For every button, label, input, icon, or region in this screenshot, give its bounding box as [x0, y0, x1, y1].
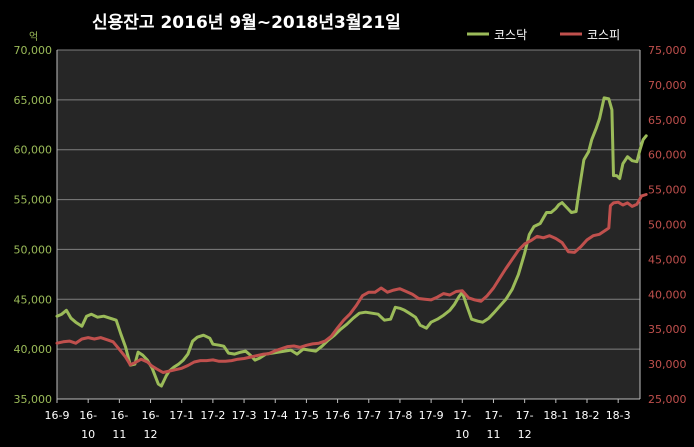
- x-tick-label: 17-4: [263, 409, 288, 422]
- x-tick-label-line2: 11: [486, 428, 500, 441]
- x-tick-label-line2: 11: [112, 428, 126, 441]
- x-tick-label: 16-: [142, 409, 160, 422]
- x-tick-label: 17-9: [419, 409, 444, 422]
- x-tick-label: 18-1: [543, 409, 568, 422]
- x-tick-label: 17-7: [356, 409, 381, 422]
- y-unit-label: 억: [29, 31, 38, 43]
- x-axis-ticks: 16-9 16- 10 16- 11 16- 12 17-1 17-2 17-3 17-4 17-5 1…: [45, 399, 631, 441]
- y-left-tick-label: 35,000: [14, 393, 53, 406]
- legend: 코스닥 코스피: [467, 28, 620, 42]
- x-tick-label: 18-2: [575, 409, 600, 422]
- x-tick-label-line2: 12: [518, 428, 532, 441]
- x-tick-label: 16-: [110, 409, 128, 422]
- y-right-tick-label: 35,000: [648, 323, 687, 336]
- x-tick-label-line2: 10: [81, 428, 95, 441]
- y-right-tick-label: 45,000: [648, 253, 687, 266]
- legend-label-kosdaq: 코스닥: [494, 28, 527, 42]
- x-tick-label: 17-2: [200, 409, 225, 422]
- y-left-tick-label: 70,000: [14, 44, 53, 57]
- series-layer: [55, 96, 648, 388]
- chart-title: 신용잔고 2016년 9월~2018년3월21일: [92, 13, 401, 33]
- y-left-tick-label: 50,000: [14, 243, 53, 256]
- y-right-tick-label: 25,000: [648, 393, 687, 406]
- y-right-tick-label: 55,000: [648, 184, 687, 197]
- x-tick-label: 17-3: [232, 409, 257, 422]
- y-left-tick-label: 60,000: [14, 144, 53, 157]
- x-tick-label: 16-9: [45, 409, 70, 422]
- axes: [56, 50, 641, 400]
- x-tick-label: 17-8: [387, 409, 412, 422]
- y-right-tick-label: 65,000: [648, 114, 687, 127]
- x-tick-label: 17-1: [169, 409, 194, 422]
- x-tick-label-line2: 12: [144, 428, 158, 441]
- y-right-tick-label: 50,000: [648, 219, 687, 232]
- x-tick-label: 18-3: [606, 409, 631, 422]
- x-tick-label: 17-: [516, 409, 534, 422]
- y-left-tick-label: 45,000: [14, 293, 53, 306]
- x-tick-label-line2: 10: [455, 428, 469, 441]
- series-line-kospi: [55, 193, 648, 374]
- y-right-tick-label: 70,000: [648, 79, 687, 92]
- y-right-tick-label: 75,000: [648, 44, 687, 57]
- y-axis-right-ticks: 25,000 30,000 35,000 40,000 45,000 50,000 55,0…: [648, 44, 687, 406]
- y-axis-left-ticks: 35,000 40,000 45,000 50,000 55,000 60,000 65,0…: [14, 44, 53, 406]
- y-right-tick-label: 60,000: [648, 149, 687, 162]
- y-right-tick-label: 30,000: [648, 358, 687, 371]
- plot-area: [57, 50, 640, 399]
- x-tick-label: 17-: [453, 409, 471, 422]
- x-tick-label: 17-: [484, 409, 502, 422]
- y-left-tick-label: 40,000: [14, 343, 53, 356]
- y-right-tick-label: 40,000: [648, 288, 687, 301]
- y-left-tick-label: 65,000: [14, 94, 53, 107]
- y-left-tick-label: 55,000: [14, 194, 53, 207]
- x-tick-label: 17-5: [294, 409, 319, 422]
- series-line-kosdaq: [55, 96, 648, 388]
- x-tick-label: 16-: [79, 409, 97, 422]
- legend-label-kospi: 코스피: [587, 28, 620, 42]
- x-tick-label: 17-6: [325, 409, 350, 422]
